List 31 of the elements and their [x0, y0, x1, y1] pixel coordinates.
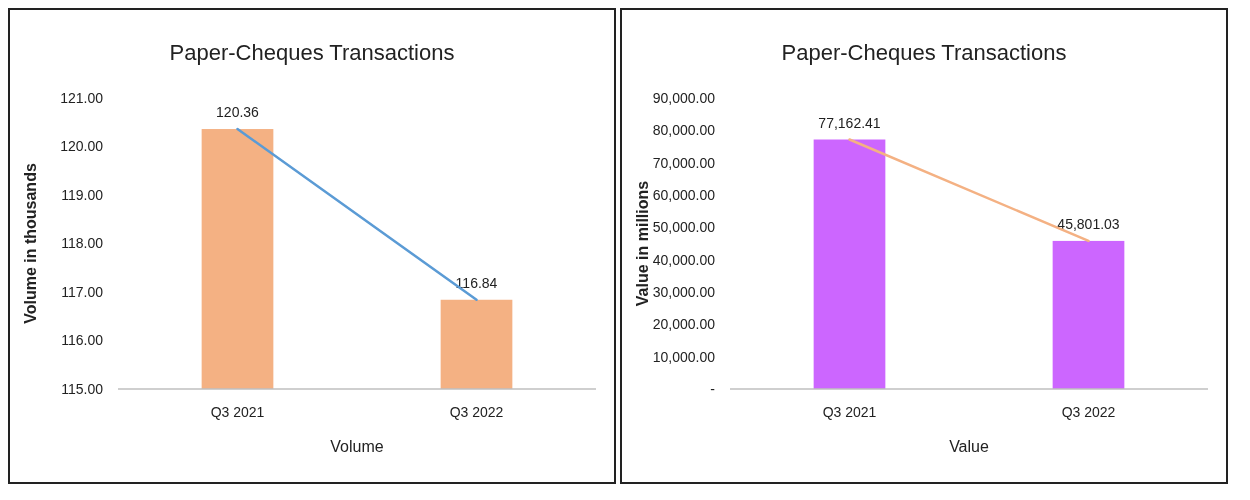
x-axis-title: Volume	[330, 438, 384, 455]
x-tick-label: Q3 2022	[449, 404, 504, 420]
y-tick-label: 120.00	[60, 138, 104, 155]
chart-title: Paper-Cheques Transactions	[781, 40, 1067, 65]
data-label: 77,162.41	[818, 114, 881, 131]
x-axis-title: Value	[949, 438, 989, 455]
chart-title: Paper-Cheques Transactions	[169, 40, 455, 65]
data-label: 116.84	[455, 274, 498, 291]
y-tick-label: 90,000.00	[652, 89, 716, 106]
y-tick-label: 121.00	[60, 89, 104, 106]
y-tick-label: 80,000.00	[652, 122, 716, 139]
x-tick-label: Q3 2021	[210, 404, 265, 420]
y-tick-label: 117.00	[61, 283, 104, 300]
y-axis-title: Volume in thousands	[22, 163, 39, 324]
y-axis-title: Value in millions	[634, 180, 651, 307]
y-tick-label: 10,000.00	[652, 348, 716, 365]
y-tick-label: 116.00	[61, 332, 104, 349]
y-tick-label: 119.00	[61, 186, 104, 203]
y-tick-label: 20,000.00	[652, 316, 716, 333]
x-tick-label: Q3 2021	[822, 404, 877, 420]
data-label: 45,801.03	[1057, 215, 1120, 232]
y-tick-label: -	[710, 380, 716, 397]
data-label: 120.36	[216, 104, 260, 121]
y-tick-label: 60,000.00	[652, 186, 716, 203]
y-tick-label: 40,000.00	[652, 251, 716, 268]
y-tick-label: 115.00	[61, 380, 104, 397]
x-tick-label: Q3 2022	[1061, 404, 1116, 420]
y-tick-label: 50,000.00	[652, 219, 716, 236]
y-tick-label: 70,000.00	[652, 154, 716, 171]
y-tick-label: 118.00	[61, 235, 104, 252]
y-tick-label: 30,000.00	[652, 283, 716, 300]
